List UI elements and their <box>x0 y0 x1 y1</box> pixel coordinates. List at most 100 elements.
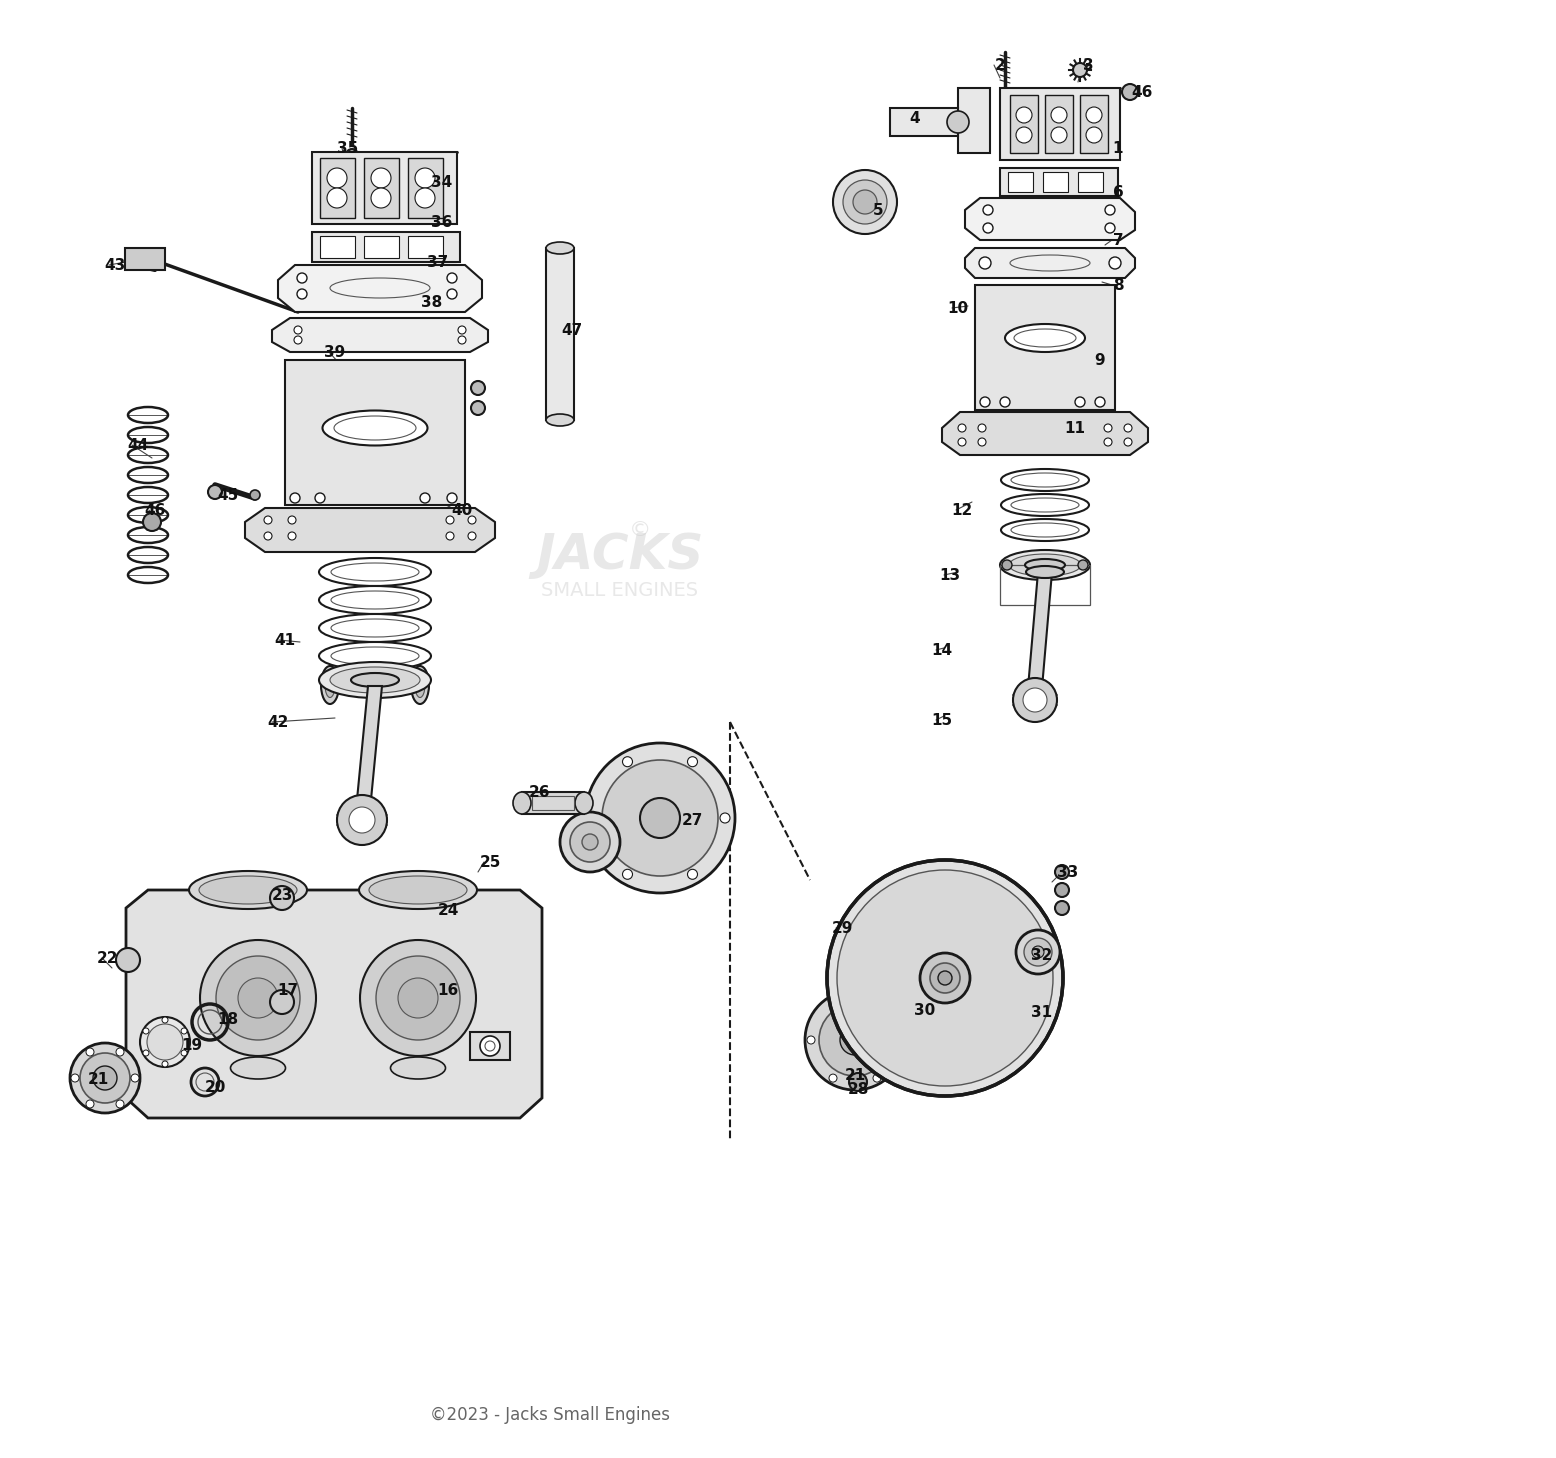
Text: 29: 29 <box>831 920 853 936</box>
Circle shape <box>70 1042 140 1112</box>
Text: 39: 39 <box>324 344 345 360</box>
Circle shape <box>1123 437 1133 446</box>
Text: 42: 42 <box>268 714 289 729</box>
Circle shape <box>585 744 734 892</box>
Bar <box>1078 172 1103 192</box>
Polygon shape <box>272 318 489 351</box>
Text: 16: 16 <box>437 983 459 997</box>
Polygon shape <box>126 889 541 1118</box>
Circle shape <box>327 168 347 188</box>
Circle shape <box>938 971 952 986</box>
Circle shape <box>349 806 375 833</box>
Ellipse shape <box>1025 566 1064 577</box>
Circle shape <box>720 814 730 822</box>
Circle shape <box>1086 127 1102 143</box>
Circle shape <box>370 168 391 188</box>
Ellipse shape <box>319 642 431 671</box>
Bar <box>408 236 443 258</box>
Ellipse shape <box>546 414 574 426</box>
Circle shape <box>1016 930 1060 974</box>
Circle shape <box>216 956 300 1040</box>
Circle shape <box>873 997 881 1006</box>
Circle shape <box>840 1025 870 1056</box>
Text: 10: 10 <box>948 300 968 315</box>
Bar <box>364 236 398 258</box>
Ellipse shape <box>1008 554 1081 576</box>
Circle shape <box>72 1075 79 1082</box>
Text: 25: 25 <box>479 854 501 869</box>
Ellipse shape <box>369 876 467 904</box>
Text: 3: 3 <box>1083 57 1094 73</box>
Circle shape <box>265 516 272 523</box>
Bar <box>285 360 465 504</box>
Text: 41: 41 <box>274 633 296 647</box>
Text: SMALL ENGINES: SMALL ENGINES <box>541 580 699 599</box>
Text: 19: 19 <box>182 1038 202 1053</box>
Circle shape <box>873 1075 881 1082</box>
Bar <box>1001 87 1120 160</box>
Polygon shape <box>1029 572 1052 688</box>
Circle shape <box>1086 106 1102 122</box>
Text: 30: 30 <box>915 1003 935 1018</box>
Text: 40: 40 <box>451 503 473 518</box>
Circle shape <box>808 1037 815 1044</box>
Bar <box>1046 95 1074 153</box>
Circle shape <box>447 532 454 539</box>
Circle shape <box>1050 127 1067 143</box>
Text: 45: 45 <box>218 487 238 503</box>
Circle shape <box>1123 424 1133 432</box>
Circle shape <box>1024 937 1052 967</box>
Text: 20: 20 <box>204 1080 226 1095</box>
Circle shape <box>294 327 302 334</box>
Text: 28: 28 <box>848 1082 868 1098</box>
Circle shape <box>415 168 436 188</box>
Circle shape <box>1109 257 1120 268</box>
Circle shape <box>979 437 987 446</box>
Circle shape <box>162 1018 168 1024</box>
Circle shape <box>79 1053 131 1104</box>
Circle shape <box>447 289 457 299</box>
Ellipse shape <box>319 614 431 642</box>
Circle shape <box>1078 560 1088 570</box>
Circle shape <box>447 493 457 503</box>
Ellipse shape <box>415 672 425 697</box>
Text: 43: 43 <box>104 258 126 273</box>
Circle shape <box>853 190 878 214</box>
Circle shape <box>297 273 307 283</box>
Text: 4: 4 <box>910 111 920 125</box>
Text: 13: 13 <box>940 567 960 583</box>
Circle shape <box>688 757 697 767</box>
Circle shape <box>1074 63 1088 77</box>
Text: 8: 8 <box>1113 277 1123 293</box>
Text: 9: 9 <box>1095 353 1105 367</box>
Circle shape <box>1002 560 1011 570</box>
Circle shape <box>314 493 325 503</box>
Circle shape <box>398 978 437 1018</box>
Circle shape <box>958 437 966 446</box>
Circle shape <box>1095 397 1105 407</box>
Circle shape <box>832 171 896 233</box>
Ellipse shape <box>411 666 429 704</box>
Polygon shape <box>965 198 1134 241</box>
Circle shape <box>1001 397 1010 407</box>
Circle shape <box>688 869 697 879</box>
Circle shape <box>983 206 993 214</box>
Text: 14: 14 <box>932 643 952 658</box>
Circle shape <box>979 424 987 432</box>
Polygon shape <box>279 265 482 312</box>
Circle shape <box>86 1099 93 1108</box>
Circle shape <box>468 516 476 523</box>
Bar <box>321 157 355 219</box>
Ellipse shape <box>546 242 574 254</box>
Circle shape <box>143 513 160 531</box>
Bar <box>546 248 574 420</box>
Circle shape <box>271 990 294 1013</box>
Text: 31: 31 <box>1032 1005 1052 1019</box>
Circle shape <box>420 493 429 503</box>
Circle shape <box>238 978 279 1018</box>
Text: 34: 34 <box>431 175 453 190</box>
Ellipse shape <box>391 1057 445 1079</box>
Circle shape <box>143 1050 149 1056</box>
Circle shape <box>447 516 454 523</box>
Polygon shape <box>244 507 495 553</box>
